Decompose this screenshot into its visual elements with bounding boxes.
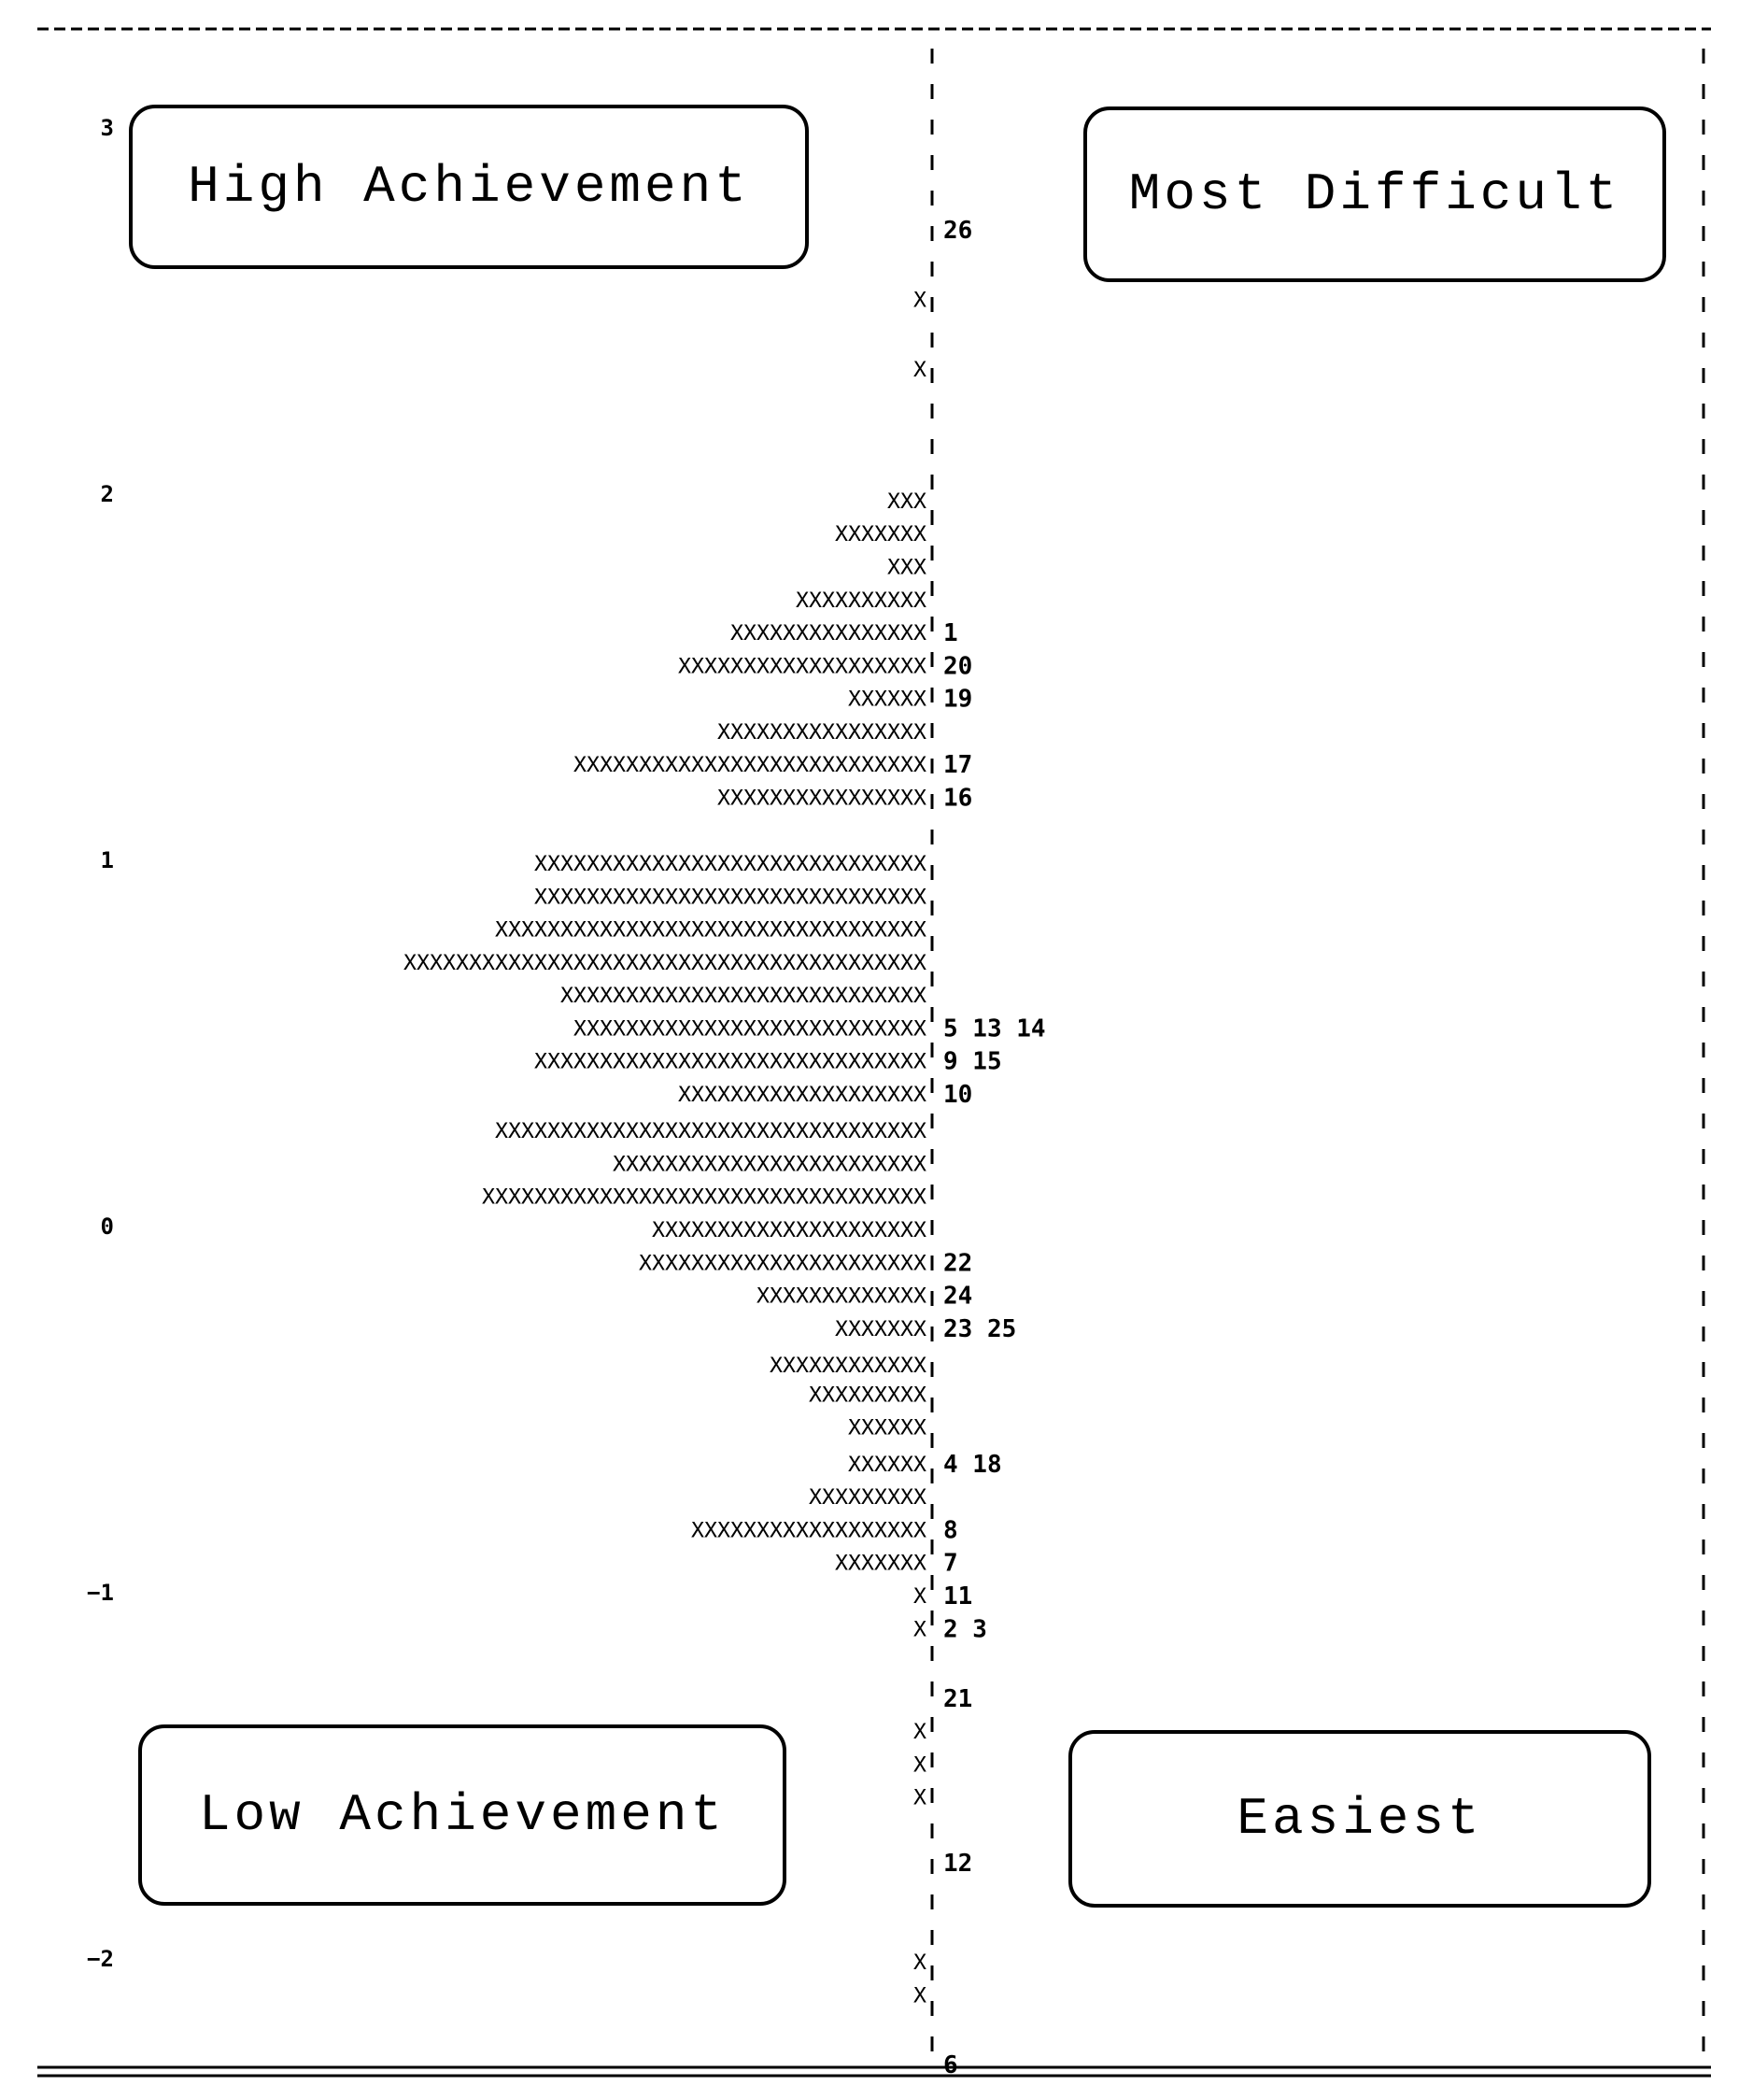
item-label: 6 [943, 2051, 958, 2079]
item-label: 24 [943, 1283, 972, 1311]
y-tick-label: 1 [101, 847, 114, 873]
person-row: XXXXXXXXXXXXXXXXXXXXXXXXXXXX [560, 985, 927, 1008]
item-label: 8 [943, 1516, 958, 1544]
person-row: XXXXXXXXXXXXXXXXXXXXXXXXXXX [573, 1017, 927, 1041]
easiest-box: Easiest [1068, 1730, 1651, 1908]
person-row: XXXXXXXXXXXXXXXXXXXXXXXXXXXXXXXXXX [482, 1186, 927, 1210]
person-row: XXXXXXX [835, 1318, 927, 1341]
person-row: X [913, 1951, 927, 1975]
person-row: X [913, 1721, 927, 1744]
person-row: X [913, 1618, 927, 1641]
person-row: XXXXXXXXXXXX [770, 1355, 927, 1378]
person-row: XXXXXXX [835, 1553, 927, 1576]
item-label: 17 [943, 751, 972, 779]
y-tick-label: 3 [101, 115, 114, 141]
person-row: XXXXXXXXXX [796, 589, 927, 613]
person-row: XXXXXXXXXXXXXXXXXXXXXXXXXXX [573, 754, 927, 777]
high-achievement-box: High Achievement [129, 105, 809, 269]
person-row: XXXXXXXXXXXXXXXXXXXXXX [639, 1252, 927, 1275]
easiest-label: Easiest [1237, 1789, 1483, 1849]
low-achievement-label: Low Achievement [198, 1785, 727, 1845]
item-label: 2 3 [943, 1615, 987, 1643]
item-label: 10 [943, 1081, 972, 1109]
item-label: 4 18 [943, 1451, 1002, 1479]
item-label: 1 [943, 619, 958, 647]
item-label: 16 [943, 784, 972, 812]
person-distribution: XXXXXXXXXXXXXXXXXXXXXXXXXXXXXXXXXXXXXXXX… [403, 289, 927, 2008]
person-row: XXXXXXXXXXXXXXXXXXXXXXXXXXXXXXXXXXXXXXXX [403, 952, 927, 975]
person-row: X [913, 289, 927, 312]
person-row: XXXXXXXXXXXXXXXXXXXXXXXXXXXXXX [534, 886, 927, 909]
person-row: XXXXXXXXXXXXXXXX [717, 787, 927, 810]
person-row: XXX [887, 556, 927, 579]
y-tick-label: −2 [87, 1946, 114, 1972]
person-row: X [913, 1753, 927, 1777]
most-difficult-box: Most Difficult [1083, 106, 1666, 282]
person-row: XXXXXXXXXXXXXXXXXXX [678, 655, 927, 678]
person-row: X [913, 1984, 927, 2008]
person-row: XXXXXXXXXXXXXXXXXX [691, 1519, 927, 1542]
person-row: XXXXXXXXXXXXXXXXXXXXXXXXXXXXXXXXX [495, 1120, 927, 1143]
person-row: X [913, 359, 927, 382]
person-row: XXXXXXX [835, 523, 927, 546]
person-row: XXXXXXXXXXXXXXX [730, 622, 927, 646]
person-row: XXXXXXXXX [809, 1486, 927, 1510]
most-difficult-label: Most Difficult [1128, 164, 1621, 224]
y-tick-label: 2 [101, 481, 114, 507]
item-label: 22 [943, 1249, 972, 1277]
person-row: XXXXXXXXXXXXXXXX [717, 721, 927, 745]
item-label: 7 [943, 1550, 958, 1578]
person-row: XXXXXXXXXXXXXXXXXXXXX [652, 1219, 927, 1242]
person-row: XXXXXX [848, 688, 927, 712]
person-row: XXXXXXXXXXXXXXXXXXXXXXXXXXXXXX [534, 853, 927, 876]
person-row: X [913, 1585, 927, 1609]
person-row: XXXXXXXXXXXXX [756, 1285, 927, 1309]
item-label: 19 [943, 686, 972, 714]
y-tick-label: −1 [87, 1580, 114, 1606]
person-row: XXXXXXXXXXXXXXXXXXX [678, 1084, 927, 1107]
item-label: 20 [943, 652, 972, 680]
high-achievement-label: High Achievement [188, 157, 750, 217]
item-label: 23 25 [943, 1315, 1016, 1343]
person-row: X [913, 1787, 927, 1810]
item-label: 9 15 [943, 1048, 1002, 1076]
person-row: XXXXXX [848, 1417, 927, 1440]
person-row: XXXXXXXXXXXXXXXXXXXXXXXXXXXXXXXXX [495, 919, 927, 943]
item-distribution: 26 1 20 19 17 16 5 13 14 9 15 10 22 24 23 25 4 18 8 7 1… [943, 217, 1046, 2079]
person-row: XXXXXXXXXXXXXXXXXXXXXXXXXXXXXX [534, 1051, 927, 1074]
y-axis-tick-labels: 3 2 1 0 −1 −2 [87, 115, 114, 1972]
item-label: 5 13 14 [943, 1015, 1046, 1043]
item-label: 21 [943, 1685, 972, 1713]
person-row: XXXXXXXXX [809, 1383, 927, 1407]
y-tick-label: 0 [101, 1213, 114, 1240]
person-row: XXXXXX [848, 1454, 927, 1477]
low-achievement-box: Low Achievement [138, 1724, 786, 1906]
item-label: 11 [943, 1582, 972, 1610]
item-label: 12 [943, 1850, 972, 1878]
item-label: 26 [943, 217, 972, 245]
person-row: XXX [887, 490, 927, 514]
person-row: XXXXXXXXXXXXXXXXXXXXXXXX [613, 1153, 927, 1176]
